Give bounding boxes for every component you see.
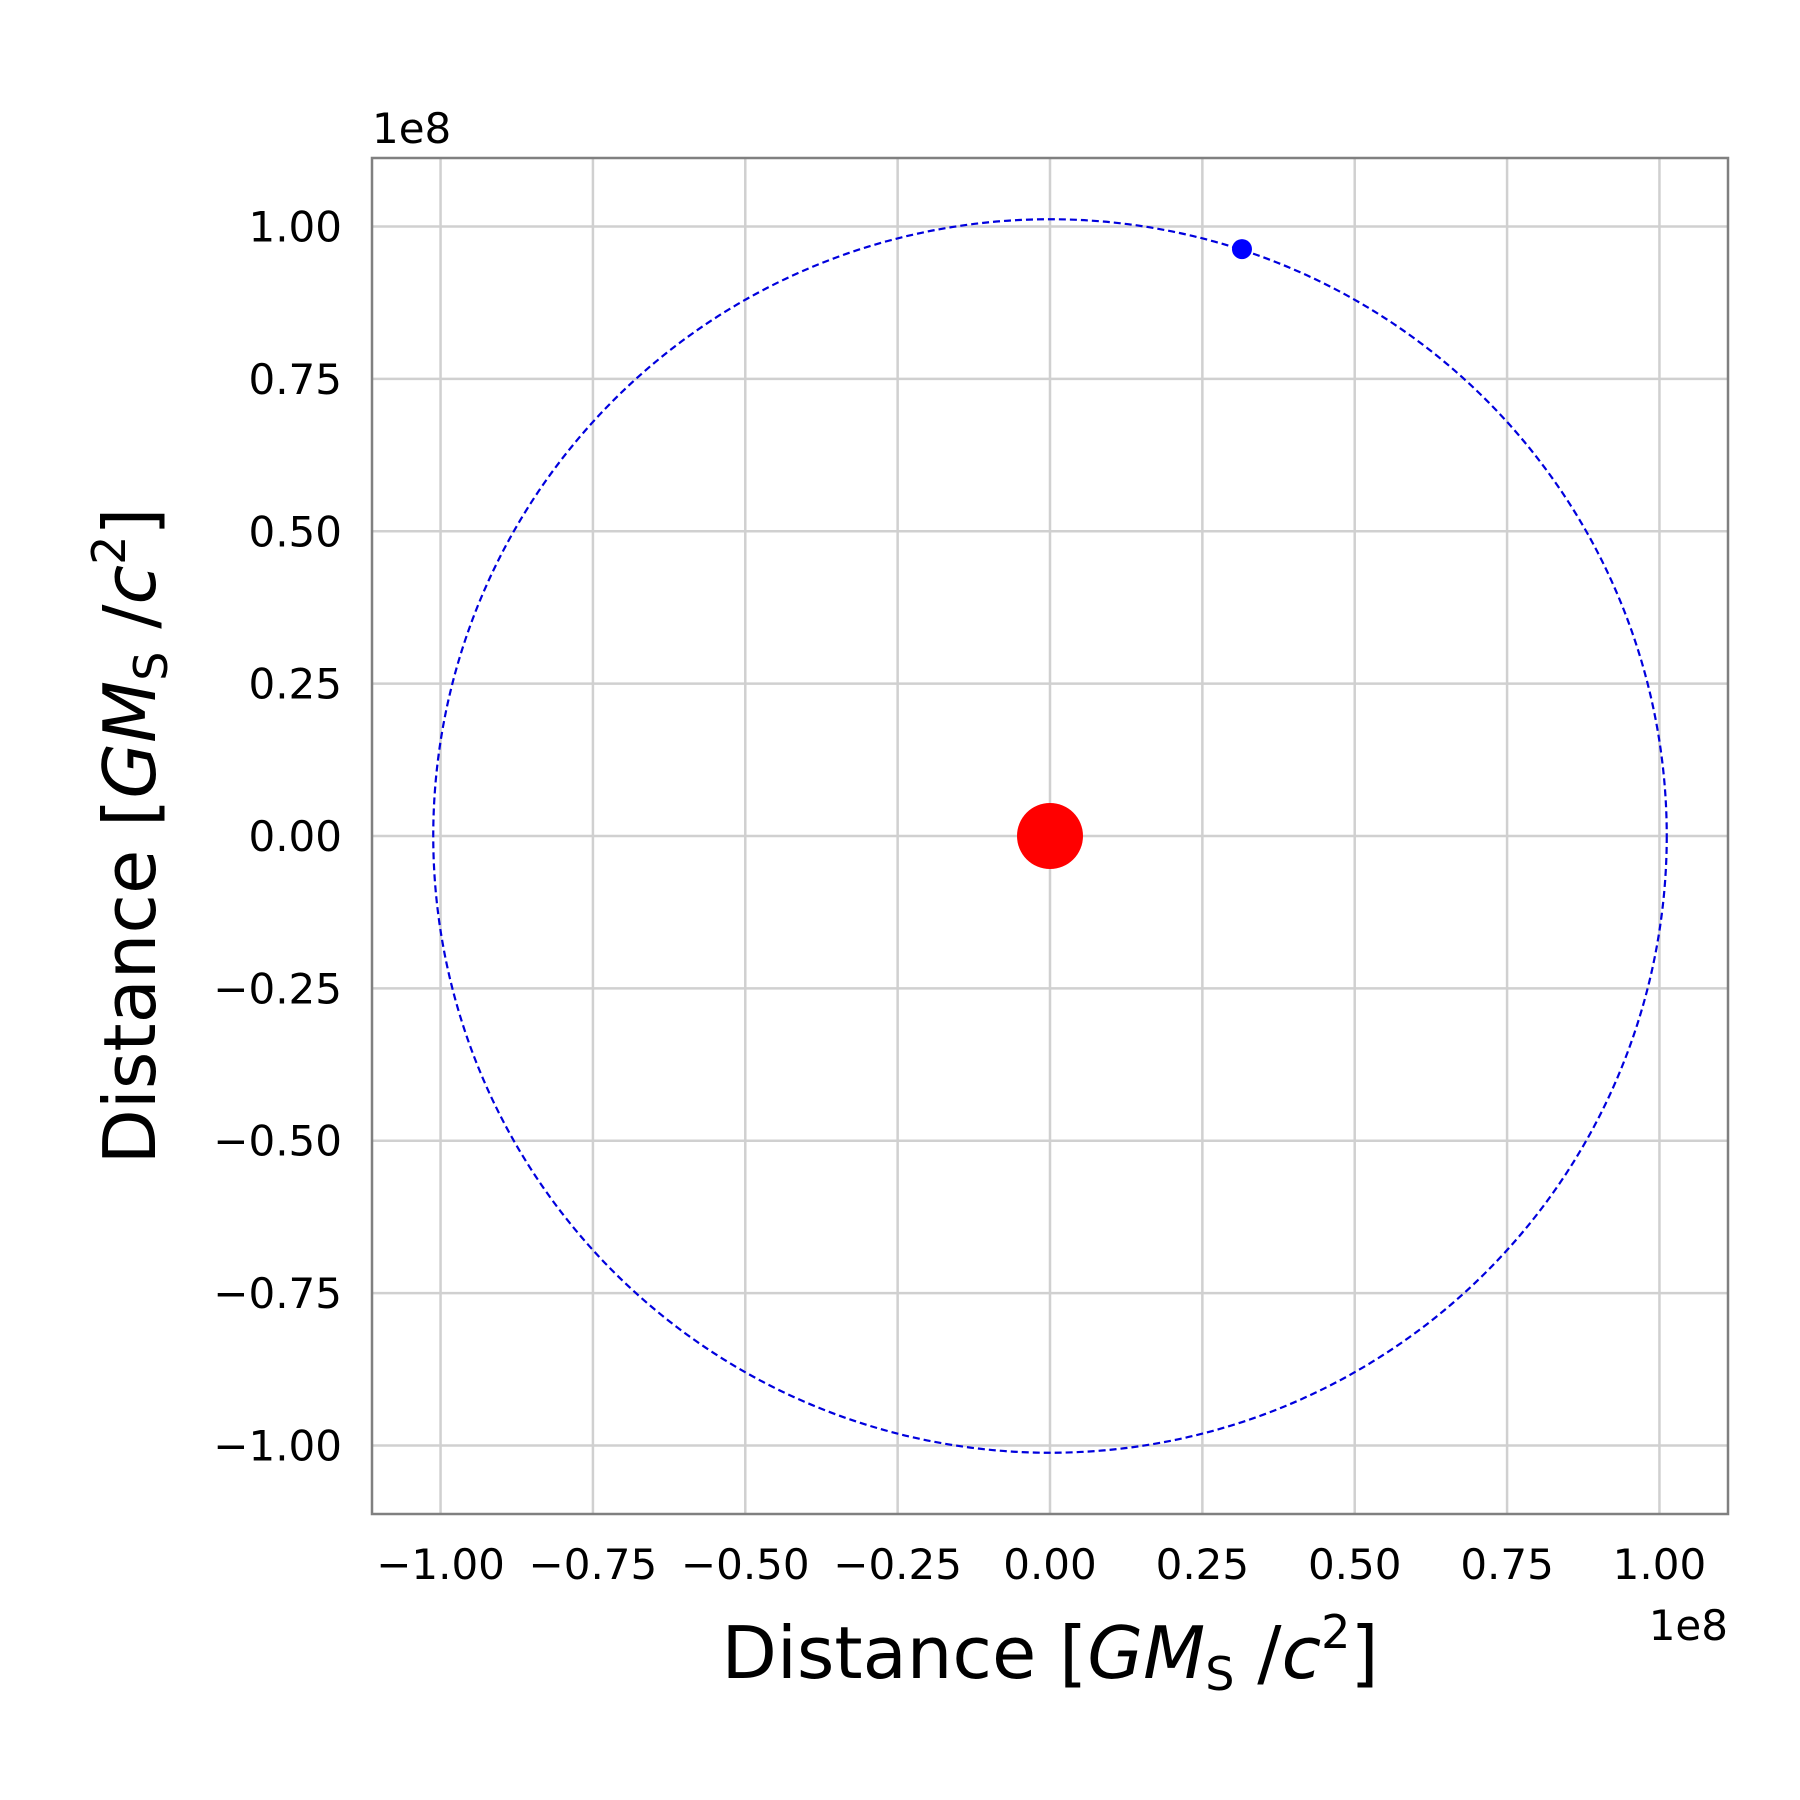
orbiting-body-point [1231,239,1252,260]
y-tick-label: −0.25 [213,964,342,1013]
plot-frame [370,156,1730,1516]
x-tick-label: 0.25 [1156,1540,1250,1589]
y-offset-text: 1e8 [372,104,451,153]
x-tick-label: 1.00 [1613,1540,1707,1589]
central-body-point [1017,803,1083,869]
y-tick-label: 0.50 [248,507,342,556]
orbit-path [432,218,1668,1454]
y-axis-label: Distance [GMS /c2] [82,507,178,1164]
y-tick-label: 0.00 [248,812,342,861]
x-tick-label: −0.50 [681,1540,810,1589]
x-tick-label: 0.00 [1003,1540,1097,1589]
x-tick-labels: −1.00 −0.75 −0.50 −0.25 0.00 0.25 0.50 0.75 1.00 [376,1540,1706,1589]
y-tick-label: 0.75 [248,355,342,404]
x-tick-label: 0.75 [1460,1540,1554,1589]
x-tick-label: −0.75 [529,1540,658,1589]
x-axis-label: Distance [GMS /c2] [721,1605,1378,1701]
x-tick-label: −0.25 [833,1540,962,1589]
x-offset-text: 1e8 [1649,1601,1728,1650]
y-tick-label: −0.50 [213,1117,342,1166]
y-tick-label: 0.25 [248,660,342,709]
y-tick-label: −0.75 [213,1269,342,1318]
y-tick-label: −1.00 [213,1421,342,1470]
x-tick-label: 0.50 [1308,1540,1402,1589]
y-tick-label: 1.00 [248,203,342,252]
plot-area [432,218,1668,1454]
y-tick-labels: 1.00 0.75 0.50 0.25 0.00 −0.25 −0.50 −0.75 −1.00 [213,203,342,1471]
x-tick-label: −1.00 [376,1540,505,1589]
